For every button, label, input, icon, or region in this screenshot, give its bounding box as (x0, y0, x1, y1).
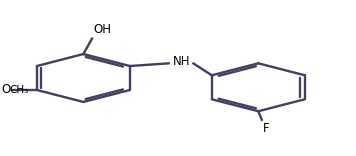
Text: CH₃: CH₃ (10, 85, 29, 95)
Text: F: F (263, 122, 269, 135)
Text: OH: OH (93, 23, 111, 36)
Text: NH: NH (173, 55, 191, 68)
Text: O: O (1, 83, 10, 96)
